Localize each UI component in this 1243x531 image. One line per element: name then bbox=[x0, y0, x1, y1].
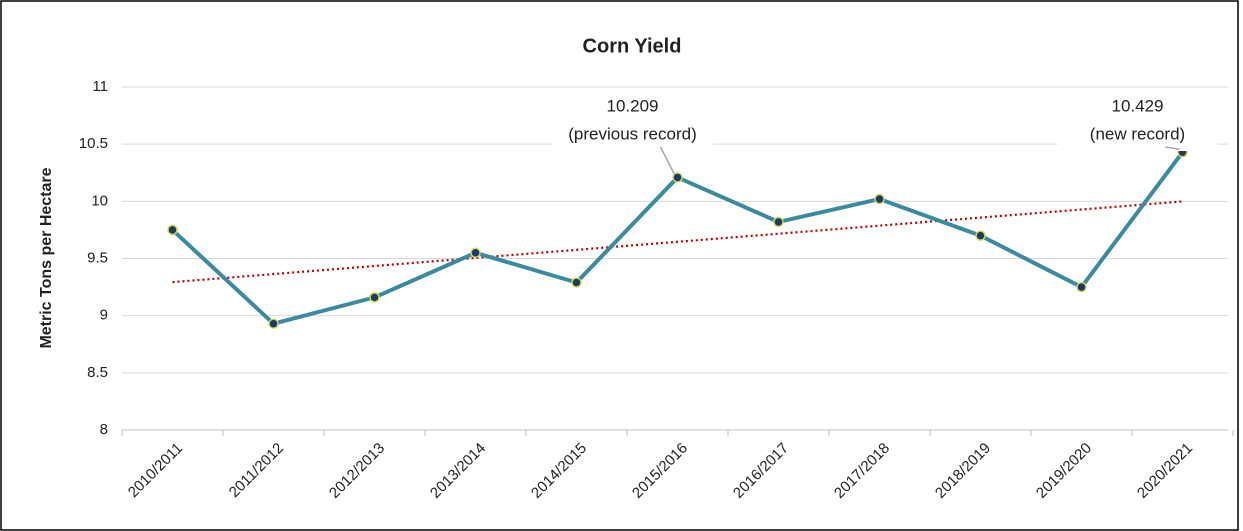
chart-title: Corn Yield bbox=[583, 35, 682, 57]
y-tick-label: 11 bbox=[92, 78, 108, 95]
data-point bbox=[672, 172, 683, 183]
annotation: 10.209 (previous record) bbox=[552, 93, 713, 175]
y-tick-label: 8.5 bbox=[87, 364, 108, 381]
annotation-text: (previous record) bbox=[568, 124, 697, 143]
annotation-text: (new record) bbox=[1090, 124, 1185, 143]
trendline bbox=[172, 200, 1183, 284]
data-point bbox=[369, 292, 380, 303]
y-tick-label: 9 bbox=[100, 307, 108, 324]
data-point bbox=[874, 193, 885, 205]
data-point bbox=[773, 216, 784, 228]
y-tick-label: 10.5 bbox=[79, 135, 108, 152]
annotation-text: 10.209 bbox=[607, 96, 659, 115]
data-point bbox=[470, 247, 481, 259]
data-point bbox=[571, 277, 582, 288]
y-axis-label: Metric Tons per Hectare bbox=[38, 167, 55, 348]
y-tick-label: 9.5 bbox=[87, 249, 108, 266]
data-point bbox=[268, 318, 279, 329]
y-tick-label: 10 bbox=[91, 192, 108, 209]
annotation-bg bbox=[552, 93, 713, 151]
y-tick-label: 8 bbox=[100, 421, 108, 438]
annotation-bg bbox=[1057, 93, 1218, 151]
data-point bbox=[975, 230, 986, 241]
annotation: 10.429 (new record) bbox=[1057, 93, 1218, 151]
annotation-leader bbox=[659, 146, 676, 175]
annotation-text: 10.429 bbox=[1112, 96, 1164, 115]
annotation-leader bbox=[1165, 146, 1180, 151]
data-point bbox=[167, 224, 178, 236]
data-point bbox=[1076, 281, 1087, 293]
